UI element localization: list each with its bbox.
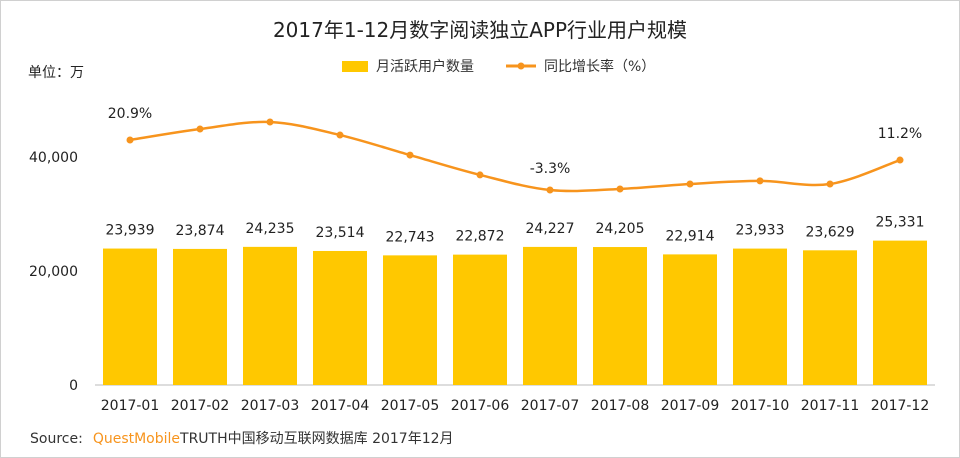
legend-line-label: 同比增长率（%）	[544, 59, 656, 75]
growth-point	[896, 156, 904, 164]
source-brand: QuestMobile	[92, 431, 181, 447]
growth-point	[336, 131, 344, 139]
growth-point	[126, 136, 134, 144]
bar	[663, 254, 717, 385]
bar	[523, 246, 577, 385]
x-tick-label: 2017-02	[171, 398, 230, 414]
bar-value-label: 24,235	[246, 221, 295, 237]
growth-point	[616, 185, 624, 193]
source-prefix: Source:	[30, 431, 83, 447]
x-tick-label: 2017-07	[521, 398, 580, 414]
growth-value-label: 11.2%	[878, 126, 922, 142]
bar	[173, 248, 227, 385]
x-tick-label: 2017-04	[311, 398, 370, 414]
bar	[243, 246, 297, 385]
legend: 月活跃用户数量 同比增长率（%）	[342, 56, 655, 76]
x-tick-label: 2017-10	[731, 398, 790, 414]
bar-value-label: 22,914	[666, 228, 715, 244]
bar-value-label: 23,939	[106, 223, 155, 239]
bar-value-label: 23,874	[176, 223, 225, 239]
source-note: Source: QuestMobileTRUTH中国移动互联网数据库 2017年1…	[30, 428, 454, 448]
bar-value-label: 22,743	[386, 229, 435, 245]
x-tick-label: 2017-01	[101, 398, 160, 414]
bar-value-label: 24,227	[526, 221, 575, 237]
bar-value-label: 23,629	[806, 224, 855, 240]
bar	[313, 250, 367, 385]
x-tick-label: 2017-08	[591, 398, 650, 414]
growth-value-label: 20.9%	[108, 106, 152, 122]
growth-point	[686, 180, 694, 188]
growth-value-label: -3.3%	[530, 161, 571, 177]
x-tick-label: 2017-06	[451, 398, 510, 414]
y-axis-unit: 单位：万	[28, 65, 84, 81]
y-tick-label: 40,000	[29, 150, 78, 166]
bar-value-label: 23,933	[736, 223, 785, 239]
source-text: TRUTH中国移动互联网数据库 2017年12月	[180, 431, 454, 447]
bar-value-label: 22,872	[456, 229, 505, 245]
growth-line	[129, 120, 901, 193]
legend-bar-label: 月活跃用户数量	[376, 59, 474, 75]
bar-value-label: 25,331	[876, 215, 925, 231]
growth-point	[406, 151, 414, 159]
x-tick-label: 2017-11	[801, 398, 860, 414]
growth-point	[756, 177, 764, 185]
y-tick-label: 20,000	[29, 264, 78, 280]
x-tick-label: 2017-03	[241, 398, 300, 414]
growth-point	[826, 180, 834, 188]
growth-point	[196, 125, 204, 133]
growth-point	[266, 118, 274, 126]
legend-bar-swatch	[342, 60, 368, 72]
bar	[803, 250, 857, 385]
x-tick-label: 2017-12	[871, 398, 930, 414]
bar	[593, 247, 647, 385]
growth-point	[476, 171, 484, 179]
x-tick-label: 2017-09	[661, 398, 720, 414]
y-tick-label: 0	[69, 378, 78, 394]
bar-value-label: 24,205	[596, 221, 645, 237]
x-tick-label: 2017-05	[381, 398, 440, 414]
bar-value-label: 23,514	[316, 225, 365, 241]
bar	[103, 248, 157, 385]
chart-title: 2017年1-12月数字阅读独立APP行业用户规模	[272, 18, 688, 42]
legend-line-swatch	[506, 62, 536, 70]
bar	[453, 254, 507, 385]
bar	[873, 240, 927, 385]
bar	[383, 255, 437, 385]
growth-point	[546, 186, 554, 194]
bar	[733, 248, 787, 385]
